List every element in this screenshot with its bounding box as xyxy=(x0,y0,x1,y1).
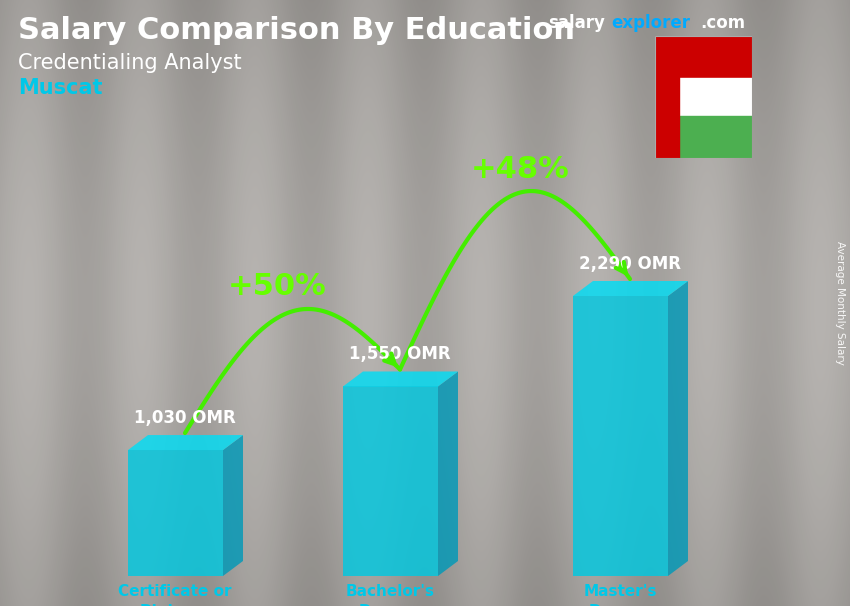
Polygon shape xyxy=(128,435,243,450)
Bar xyxy=(679,116,752,158)
Text: explorer: explorer xyxy=(611,14,690,32)
Polygon shape xyxy=(343,387,438,576)
Text: Master's
Degree: Master's Degree xyxy=(583,584,657,606)
Text: salary: salary xyxy=(548,14,605,32)
Text: +50%: +50% xyxy=(228,272,327,301)
Text: +48%: +48% xyxy=(471,155,570,184)
Text: 1,550 OMR: 1,550 OMR xyxy=(349,345,450,364)
Text: Credentialing Analyst: Credentialing Analyst xyxy=(18,53,241,73)
Polygon shape xyxy=(573,296,668,576)
Bar xyxy=(679,78,752,116)
Polygon shape xyxy=(573,281,688,296)
Polygon shape xyxy=(668,281,688,576)
Text: 1,030 OMR: 1,030 OMR xyxy=(134,409,235,427)
Text: .com: .com xyxy=(700,14,745,32)
Bar xyxy=(679,36,752,97)
Text: Muscat: Muscat xyxy=(18,78,103,98)
Polygon shape xyxy=(128,450,223,576)
Polygon shape xyxy=(223,435,243,576)
Text: Certificate or
Diploma: Certificate or Diploma xyxy=(118,584,232,606)
Text: 2,290 OMR: 2,290 OMR xyxy=(579,255,681,273)
Text: Average Monthly Salary: Average Monthly Salary xyxy=(835,241,845,365)
Polygon shape xyxy=(343,371,458,387)
Bar xyxy=(654,36,679,158)
Text: Bachelor's
Degree: Bachelor's Degree xyxy=(345,584,434,606)
Bar xyxy=(679,36,752,97)
Text: Salary Comparison By Education: Salary Comparison By Education xyxy=(18,16,575,45)
Polygon shape xyxy=(438,371,458,576)
